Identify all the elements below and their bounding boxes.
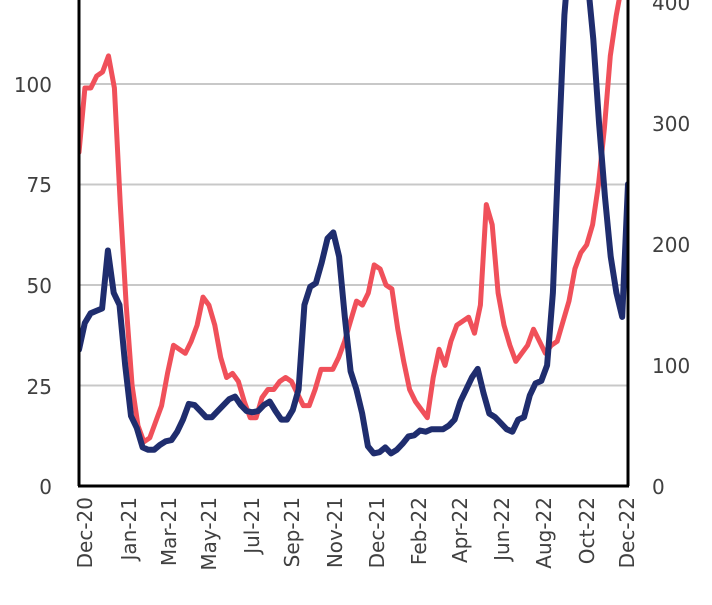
- y-right-tick-label: 400: [652, 0, 690, 15]
- x-tick-label: Nov-21: [323, 497, 347, 568]
- y-left-tick-label: 50: [27, 274, 52, 298]
- x-tick-label: Mar-21: [157, 497, 181, 566]
- y-right-tick-label: 0: [652, 475, 665, 499]
- y-left-tick-label: 25: [27, 375, 52, 399]
- y-left-tick-label: 75: [27, 173, 52, 197]
- x-tick-label: Jul-21: [240, 497, 264, 556]
- gridlines: [79, 83, 628, 387]
- x-tick-label: Dec-22: [615, 497, 639, 568]
- axes: [77, 0, 630, 488]
- series-line-right: [79, 0, 628, 457]
- y-left-tick-label: 100: [14, 73, 52, 97]
- x-tick-label: Dec-20: [73, 497, 97, 568]
- series-group: [79, 0, 628, 457]
- y-left-tick-label: 0: [39, 475, 52, 499]
- y-right-tick-label: 300: [652, 112, 690, 136]
- x-tick-label: Jan-21: [117, 497, 141, 563]
- series-line-left: [79, 0, 622, 445]
- x-tick-label: Dec-21: [365, 497, 389, 568]
- x-tick-label: Oct-22: [575, 497, 599, 564]
- x-tick-label: Sep-21: [280, 497, 304, 567]
- x-tick-label: Feb-22: [407, 497, 431, 565]
- x-tick-label: Aug-22: [532, 497, 556, 569]
- y-right-tick-label: 200: [652, 233, 690, 257]
- y-right-tick-label: 100: [652, 354, 690, 378]
- x-tick-label: May-21: [197, 497, 221, 571]
- x-tick-label: Jun-22: [490, 497, 514, 563]
- x-tick-label: Apr-22: [448, 497, 472, 563]
